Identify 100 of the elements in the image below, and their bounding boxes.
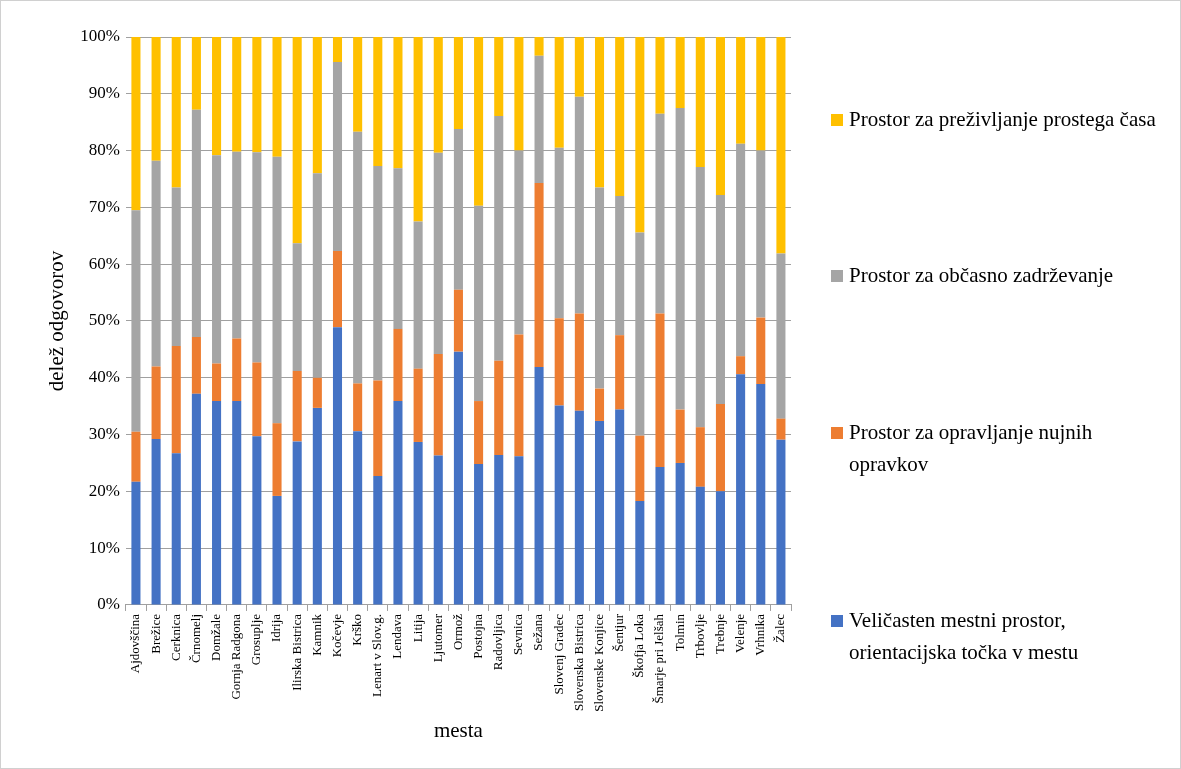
bar xyxy=(494,37,504,116)
y-tick-label: 30% xyxy=(88,424,120,444)
x-tick-label: Lenart v Slov.g. xyxy=(369,613,385,697)
bar xyxy=(776,439,786,605)
x-tick-label: Idrija xyxy=(268,613,284,643)
x-tick-label: Ormož xyxy=(449,613,465,651)
x-tick-label: Šentjur xyxy=(611,613,627,652)
x-tick-label: Slovenska Bistrica xyxy=(570,613,586,712)
bar xyxy=(373,380,383,477)
bar xyxy=(373,37,383,166)
x-tick-label: Slovenj Gradec xyxy=(550,613,566,695)
x-tick-label: Trbovlje xyxy=(691,613,707,659)
bar xyxy=(776,418,786,440)
bar xyxy=(736,374,746,605)
y-tick-label: 50% xyxy=(88,310,120,330)
x-tick-label: Ilirska Bistrica xyxy=(288,613,304,691)
x-tick-label: Grosuplje xyxy=(248,613,264,666)
bar xyxy=(554,318,564,406)
x-tick-label: Trebnje xyxy=(711,613,727,654)
bar xyxy=(433,353,443,456)
x-tick-label: Kamnik xyxy=(308,613,324,656)
bar xyxy=(756,384,766,605)
x-tick-label: Postojna xyxy=(470,613,486,659)
bar xyxy=(655,313,665,467)
y-tick-label: 80% xyxy=(88,140,120,160)
bar xyxy=(393,328,403,402)
bar xyxy=(171,453,181,605)
y-tick-label: 60% xyxy=(88,253,120,273)
bar xyxy=(675,462,685,605)
y-tick-label: 90% xyxy=(88,83,120,103)
bar xyxy=(413,368,423,442)
bar xyxy=(252,37,262,153)
bar xyxy=(433,455,443,605)
bar xyxy=(474,464,484,605)
x-tick-label: Domžale xyxy=(207,613,223,661)
x-tick-label: Litija xyxy=(409,613,425,643)
bar xyxy=(695,37,705,168)
bar xyxy=(514,37,524,151)
x-tick-label: Šmarje pri Jelšah xyxy=(651,613,667,704)
bar xyxy=(453,37,463,130)
bar xyxy=(574,313,584,411)
x-tick-label: Ljutomer xyxy=(429,613,445,663)
bar xyxy=(474,401,484,465)
bar xyxy=(292,370,302,442)
x-tick-label: Gornja Radgona xyxy=(228,613,244,700)
bar xyxy=(453,351,463,605)
x-tick-label: Sevnica xyxy=(510,613,526,656)
bar xyxy=(292,441,302,605)
x-tick-label: Črnomelj xyxy=(187,613,203,664)
x-tick-label: Ajdovščina xyxy=(127,613,143,674)
x-tick-label: Krško xyxy=(349,613,365,646)
x-tick-label: Brežice xyxy=(147,613,163,654)
x-tick-label: Lendava xyxy=(389,613,405,659)
bar xyxy=(695,486,705,605)
bar xyxy=(615,37,625,197)
x-tick-label: Velenje xyxy=(732,613,748,653)
x-tick-label: Sežana xyxy=(530,613,546,651)
y-tick-label: 70% xyxy=(88,196,120,216)
bar xyxy=(655,466,665,605)
bar xyxy=(715,37,725,195)
bar xyxy=(191,37,201,110)
bar xyxy=(232,338,242,402)
bar xyxy=(756,37,766,151)
bar xyxy=(272,423,282,496)
bar xyxy=(353,383,363,432)
bar xyxy=(594,420,605,605)
legend-label: Prostor za opravljanje nujnih opravkov xyxy=(849,419,1094,478)
bar xyxy=(292,37,302,244)
x-tick-label: Žalec xyxy=(772,613,788,643)
bar xyxy=(212,37,222,156)
legend-label: Veličasten mestni prostor, orientacijska točka v mestu xyxy=(849,607,1080,666)
y-tick-label: 20% xyxy=(88,480,120,500)
bar xyxy=(413,37,423,222)
bar xyxy=(353,431,363,605)
bar xyxy=(232,401,242,605)
bar xyxy=(151,366,161,440)
legend-label: Prostor za občasno zadrževanje xyxy=(849,262,1114,290)
bar xyxy=(131,481,141,605)
bar xyxy=(594,37,605,188)
bar xyxy=(433,37,443,153)
bar xyxy=(131,431,141,482)
bar xyxy=(191,336,201,394)
bar xyxy=(272,37,282,157)
bar xyxy=(615,335,625,410)
bar xyxy=(272,495,282,605)
bar xyxy=(393,37,403,169)
bar xyxy=(212,401,222,605)
x-tick-label: Cerknica xyxy=(167,613,183,661)
bar xyxy=(534,366,544,605)
bar xyxy=(151,37,161,161)
bar xyxy=(171,37,181,188)
x-tick-label: Radovljica xyxy=(490,613,506,671)
y-tick-label: 100% xyxy=(80,26,120,46)
bar xyxy=(736,37,746,144)
bar xyxy=(312,37,322,174)
bar xyxy=(312,407,322,605)
bar xyxy=(635,37,645,233)
bar xyxy=(151,439,161,605)
bar xyxy=(554,37,564,148)
bar xyxy=(393,401,403,605)
